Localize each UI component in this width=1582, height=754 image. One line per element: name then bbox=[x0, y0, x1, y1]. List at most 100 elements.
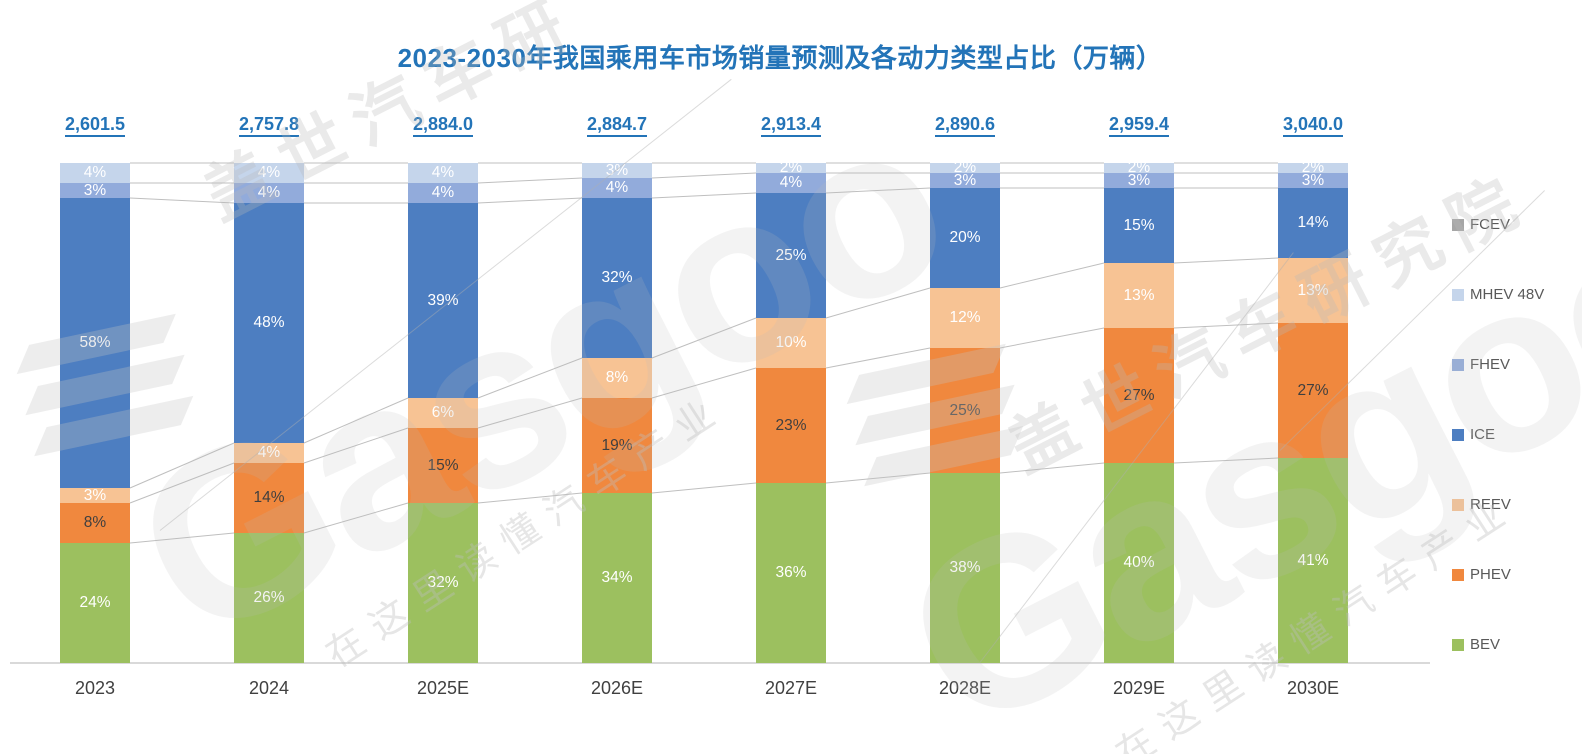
segment-percentage-label: 8% bbox=[605, 369, 629, 387]
segment-percentage-label: 3% bbox=[1127, 171, 1151, 189]
legend-label: BEV bbox=[1470, 636, 1501, 653]
segment-percentage-label: 4% bbox=[431, 164, 455, 182]
bar-segment-ice: 39% bbox=[408, 203, 478, 398]
bar-segment-mhev-48v: 3% bbox=[582, 163, 652, 178]
bar-segment-reev: 13% bbox=[1104, 263, 1174, 328]
bar-segment-reev: 6% bbox=[408, 398, 478, 428]
segment-percentage-label: 40% bbox=[1123, 554, 1155, 572]
bar-segment-mhev-48v: 4% bbox=[234, 163, 304, 183]
bar-segment-ice: 25% bbox=[756, 193, 826, 318]
bar-segment-phev: 27% bbox=[1104, 328, 1174, 463]
segment-percentage-label: 58% bbox=[79, 334, 111, 352]
bar-segment-fhev: 4% bbox=[408, 183, 478, 203]
legend-label: FCEV bbox=[1470, 216, 1511, 233]
bar-segment-fhev: 4% bbox=[234, 183, 304, 203]
legend-item-fhev: FHEV bbox=[1452, 356, 1544, 373]
bar-segment-fhev: 3% bbox=[1104, 173, 1174, 188]
segment-percentage-label: 3% bbox=[1301, 171, 1325, 189]
segment-percentage-label: 38% bbox=[949, 559, 981, 577]
x-axis-category-label: 2025E bbox=[416, 678, 470, 698]
segment-percentage-label: 3% bbox=[953, 171, 977, 189]
bar-segment-ice: 14% bbox=[1278, 188, 1348, 258]
segment-percentage-label: 41% bbox=[1297, 551, 1329, 569]
bar-segment-mhev-48v: 2% bbox=[756, 159, 826, 177]
bar-segment-reev: 4% bbox=[234, 443, 304, 463]
segment-percentage-label: 20% bbox=[949, 229, 981, 247]
total-value-label: 3,040.0 bbox=[1226, 114, 1400, 137]
segment-percentage-label: 32% bbox=[427, 574, 459, 592]
bar-segment-bev: 36% bbox=[756, 483, 826, 663]
bar-segment-bev: 26% bbox=[234, 533, 304, 663]
legend-swatch-icon bbox=[1452, 358, 1464, 371]
legend-label: PHEV bbox=[1470, 566, 1511, 583]
segment-percentage-label: 14% bbox=[253, 489, 285, 507]
segment-percentage-label: 27% bbox=[1123, 386, 1155, 404]
segment-percentage-label: 19% bbox=[601, 436, 633, 454]
total-value-label: 2,913.4 bbox=[704, 114, 878, 137]
segment-percentage-label: 23% bbox=[775, 416, 807, 434]
bar-segment-phev: 15% bbox=[408, 428, 478, 503]
segment-percentage-label: 4% bbox=[779, 174, 803, 192]
x-axis-category-label: 2023 bbox=[74, 678, 116, 698]
bar-segment-bev: 38% bbox=[930, 473, 1000, 663]
legend-label: FHEV bbox=[1470, 356, 1511, 373]
legend-item-bev: BEV bbox=[1452, 636, 1544, 653]
total-value-label: 2,757.8 bbox=[182, 114, 356, 137]
bar-segment-mhev-48v: 2% bbox=[1278, 160, 1348, 175]
legend-item-reev: REEV bbox=[1452, 496, 1544, 513]
segment-percentage-label: 3% bbox=[83, 486, 107, 504]
segment-percentage-label: 4% bbox=[83, 164, 107, 182]
bar-segment-phev: 14% bbox=[234, 463, 304, 533]
bar-segment-ice: 48% bbox=[234, 203, 304, 443]
legend-swatch-icon bbox=[1452, 498, 1464, 511]
segment-percentage-label: 13% bbox=[1297, 281, 1329, 299]
segment-percentage-label: 32% bbox=[601, 269, 633, 287]
legend-swatch-icon bbox=[1452, 568, 1464, 581]
bar-segment-fhev: 4% bbox=[582, 178, 652, 198]
legend-item-mhev-48v: MHEV 48V bbox=[1452, 286, 1544, 303]
legend-swatch-icon bbox=[1452, 218, 1464, 231]
bar-segment-reev: 3% bbox=[60, 488, 130, 503]
chart-legend: FCEV MHEV 48V FHEV ICE REEV PHEV BEV bbox=[1452, 216, 1544, 653]
bar-segment-phev: 25% bbox=[930, 348, 1000, 473]
segment-percentage-label: 12% bbox=[949, 309, 981, 327]
total-value-label: 2,959.4 bbox=[1052, 114, 1226, 137]
segment-percentage-label: 24% bbox=[79, 594, 111, 612]
segment-percentage-label: 4% bbox=[257, 164, 281, 182]
bar-segment-fhev: 3% bbox=[930, 173, 1000, 188]
segment-percentage-label: 25% bbox=[949, 401, 981, 419]
bar-segment-mhev-48v: 2% bbox=[930, 160, 1000, 175]
legend-label: MHEV 48V bbox=[1470, 286, 1545, 303]
bar-segment-phev: 19% bbox=[582, 398, 652, 493]
bar-segment-mhev-48v: 4% bbox=[60, 163, 130, 183]
segment-percentage-label: 36% bbox=[775, 564, 807, 582]
bar-segment-ice: 20% bbox=[930, 188, 1000, 288]
legend-swatch-icon bbox=[1452, 428, 1464, 441]
legend-item-ice: ICE bbox=[1452, 426, 1544, 443]
x-axis-category-label: 2029E bbox=[1112, 678, 1166, 698]
segment-percentage-label: 8% bbox=[83, 514, 107, 532]
bar-segment-reev: 13% bbox=[1278, 258, 1348, 323]
segment-percentage-label: 2% bbox=[1127, 159, 1151, 177]
legend-swatch-icon bbox=[1452, 638, 1464, 651]
x-axis-line bbox=[10, 662, 1430, 664]
bar-segment-ice: 58% bbox=[60, 198, 130, 488]
legend-label: REEV bbox=[1470, 496, 1511, 513]
segment-percentage-label: 15% bbox=[1123, 216, 1155, 234]
legend-swatch-icon bbox=[1452, 288, 1464, 301]
bar-segment-phev: 27% bbox=[1278, 323, 1348, 458]
segment-percentage-label: 39% bbox=[427, 291, 459, 309]
x-axis-category-label: 2028E bbox=[938, 678, 992, 698]
bar-segment-bev: 34% bbox=[582, 493, 652, 663]
segment-percentage-label: 6% bbox=[431, 404, 455, 422]
segment-percentage-label: 3% bbox=[83, 181, 107, 199]
total-value-label: 2,884.7 bbox=[530, 114, 704, 137]
chart-title: 2023-2030年我国乘用车市场销量预测及各动力类型占比（万辆） bbox=[397, 43, 1163, 73]
bar-segment-reev: 8% bbox=[582, 358, 652, 398]
bar-segment-bev: 32% bbox=[408, 503, 478, 663]
segment-percentage-label: 2% bbox=[779, 159, 803, 177]
segment-percentage-label: 48% bbox=[253, 314, 285, 332]
bar-segment-phev: 8% bbox=[60, 503, 130, 543]
